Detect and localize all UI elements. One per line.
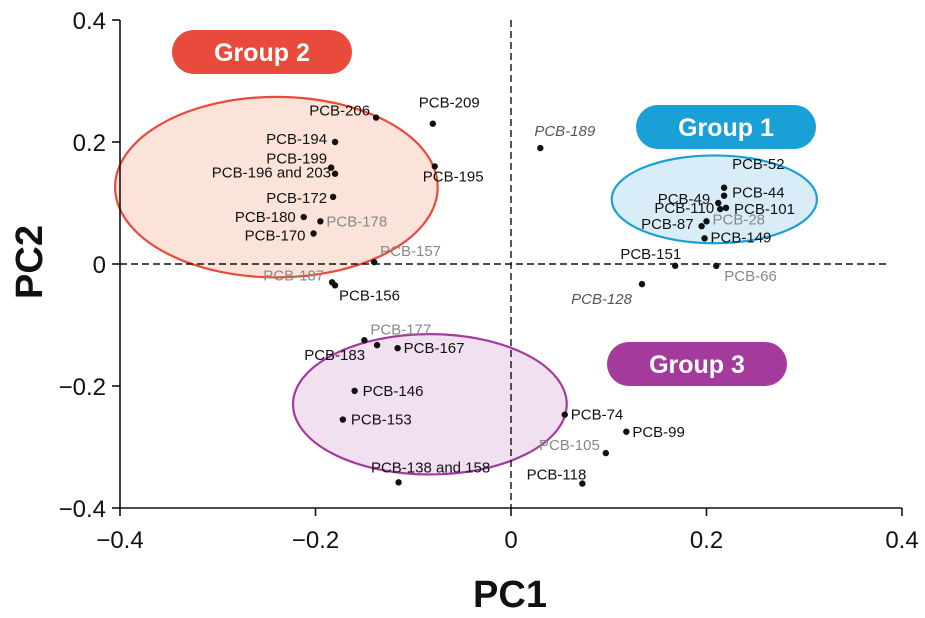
- point-pcb-167: [394, 344, 401, 352]
- point-pcb-156: [331, 282, 339, 289]
- point-label-pcb-66: PCB-66: [724, 268, 777, 285]
- group-badge-2: [172, 30, 352, 74]
- point-label-pcb-187: PCB-187: [263, 267, 324, 284]
- y-tick-label: −0.4: [59, 496, 106, 523]
- point-label-pcb-118: PCB-118: [527, 467, 587, 484]
- point-pcb-149: [701, 235, 708, 242]
- y-tick-label: −0.2: [59, 374, 106, 401]
- x-tick-label: −0.2: [292, 527, 339, 554]
- point-pcb-196-and-203: [331, 170, 339, 177]
- point-pcb-52: [720, 184, 728, 191]
- point-pcb-28: [703, 218, 710, 225]
- point-pcb-151: [672, 262, 679, 270]
- point-pcb-128: [638, 280, 646, 288]
- point-label-pcb-149: PCB-149: [711, 229, 772, 246]
- point-pcb-172: [329, 193, 337, 201]
- group-badge-3: [607, 342, 787, 386]
- point-label-pcb-151: PCB-151: [620, 246, 681, 263]
- y-tick-label: 0: [93, 252, 106, 279]
- point-label-pcb-74: PCB-74: [571, 407, 624, 424]
- point-pcb-157: [370, 258, 378, 266]
- point-pcb-146: [351, 387, 358, 395]
- group-badge-label-1: Group 1: [678, 114, 774, 142]
- point-label-pcb-146: PCB-146: [363, 383, 424, 400]
- point-label-pcb-194: PCB-194: [266, 131, 327, 148]
- x-tick-label: 0.4: [885, 527, 918, 554]
- point-label-pcb-99: PCB-99: [632, 424, 685, 441]
- point-pcb-44: [720, 192, 728, 199]
- point-label-pcb-156: PCB-156: [339, 287, 400, 304]
- point-pcb-206: [372, 114, 380, 121]
- point-pcb-153: [339, 416, 347, 423]
- point-label-pcb-52: PCB-52: [732, 156, 785, 173]
- point-label-pcb-206: PCB-206: [309, 103, 370, 120]
- point-label-pcb-167: PCB-167: [404, 340, 465, 357]
- point-pcb-170: [310, 230, 317, 237]
- point-label-pcb-196-and-203: PCB-196 and 203: [212, 165, 331, 182]
- group-badge-1: [636, 105, 816, 149]
- point-pcb-99: [623, 428, 630, 435]
- point-pcb-209: [429, 120, 436, 127]
- point-pcb-66: [713, 262, 720, 270]
- point-label-pcb-128: PCB-128: [571, 291, 633, 308]
- point-pcb-101: [722, 204, 730, 212]
- point-label-pcb-138-and-158: PCB-138 and 158: [371, 459, 490, 476]
- point-pcb-49: [715, 199, 722, 207]
- point-label-pcb-49: PCB-49: [658, 191, 711, 208]
- point-pcb-178: [317, 218, 324, 225]
- point-pcb-199: [327, 164, 335, 171]
- group-ellipse-2: [114, 95, 439, 279]
- point-label-pcb-110: PCB-110: [654, 200, 714, 217]
- point-label-pcb-180: PCB-180: [235, 209, 296, 226]
- point-pcb-105: [602, 449, 610, 457]
- point-label-pcb-183: PCB-183: [304, 347, 365, 364]
- group-badges: Group 1 Group 2 Group 3: [172, 30, 816, 386]
- point-label-pcb-105: PCB-105: [539, 437, 600, 454]
- point-label-pcb-157: PCB-157: [380, 243, 441, 260]
- point-pcb-74: [561, 411, 568, 418]
- point-label-pcb-177: PCB-177: [370, 321, 431, 338]
- point-pcb-194: [331, 138, 339, 146]
- point-pcb-180: [300, 213, 307, 221]
- point-label-pcb-44: PCB-44: [732, 185, 785, 202]
- group-badge-label-2: Group 2: [214, 39, 310, 67]
- point-label-pcb-178: PCB-178: [326, 213, 387, 230]
- point-pcb-110: [716, 205, 724, 213]
- point-label-pcb-170: PCB-170: [245, 228, 306, 245]
- point-label-pcb-172: PCB-172: [266, 190, 327, 207]
- point-label-pcb-209: PCB-209: [419, 95, 480, 112]
- point-label-pcb-87: PCB-87: [641, 216, 694, 233]
- y-axis-title: PC2: [9, 225, 51, 299]
- x-axis-title: PC1: [473, 574, 547, 616]
- group-ellipse-1: [610, 154, 819, 245]
- axes: −0.4 −0.2 0 0.2 0.4 −0.4 −0.2 0 0.2 0.4: [59, 8, 919, 554]
- x-tick-label: 0: [504, 527, 517, 554]
- point-pcb-177: [361, 337, 368, 344]
- point-label-pcb-28: PCB-28: [713, 211, 766, 228]
- group-ellipse-3: [291, 333, 568, 476]
- point-label-pcb-195: PCB-195: [423, 168, 484, 185]
- point-pcb-195: [431, 163, 438, 170]
- point-label-pcb-101: PCB-101: [734, 201, 795, 218]
- x-tick-label: 0.2: [690, 527, 723, 554]
- y-tick-label: 0.2: [73, 130, 106, 157]
- point-pcb-118: [579, 480, 586, 487]
- point-pcb-189: [537, 144, 544, 152]
- x-tick-label: −0.4: [96, 527, 143, 554]
- y-tick-label: 0.4: [73, 8, 106, 35]
- point-label-pcb-199: PCB-199: [266, 151, 327, 168]
- group-badge-label-3: Group 3: [649, 351, 745, 379]
- point-label-pcb-153: PCB-153: [351, 412, 412, 429]
- point-label-pcb-189: PCB-189: [534, 123, 596, 140]
- point-pcb-138-and-158: [395, 479, 402, 486]
- group-ellipses: [114, 95, 819, 476]
- point-pcb-183: [373, 341, 381, 349]
- point-pcb-87: [698, 222, 705, 230]
